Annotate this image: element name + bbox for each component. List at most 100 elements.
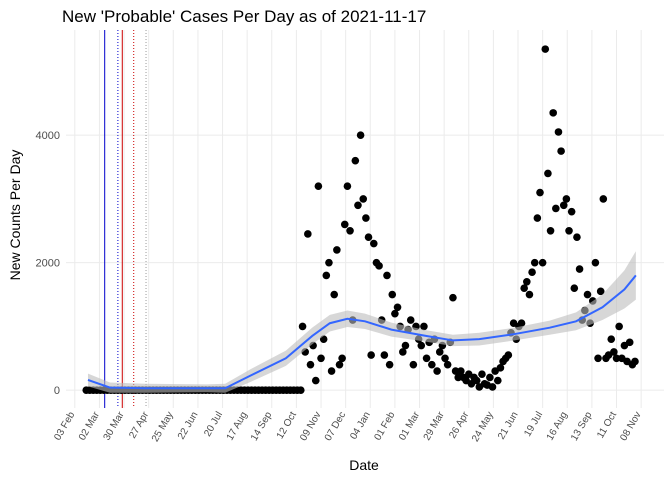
x-tick-label: 14 Sep xyxy=(249,410,275,443)
x-tick-label: 17 Aug xyxy=(225,410,250,442)
point xyxy=(525,290,534,299)
point xyxy=(596,287,605,296)
x-tick-label: 01 Mar xyxy=(397,409,422,442)
point xyxy=(486,373,494,382)
point xyxy=(625,338,634,347)
point xyxy=(583,290,592,299)
x-tick-label: 30 Mar xyxy=(102,409,127,442)
x-tick-label: 09 Nov xyxy=(298,410,323,443)
point xyxy=(428,360,436,369)
x-tick-label: 20 Jul xyxy=(202,410,225,439)
point xyxy=(327,367,336,375)
point xyxy=(399,348,407,356)
point xyxy=(631,357,639,366)
point xyxy=(517,319,526,328)
x-tick-label: 08 Nov xyxy=(618,410,643,443)
x-tick-label: 26 Apr xyxy=(447,409,471,440)
point xyxy=(304,230,312,238)
point xyxy=(409,360,418,369)
x-tick-label: 04 Jan xyxy=(348,410,373,442)
point xyxy=(362,214,370,222)
point xyxy=(538,258,547,267)
point xyxy=(417,341,426,350)
point xyxy=(594,354,602,363)
x-tick-label: 02 Mar xyxy=(77,409,102,442)
point xyxy=(451,367,460,375)
point xyxy=(391,309,399,318)
point xyxy=(457,367,465,375)
point xyxy=(441,354,449,363)
point xyxy=(340,220,349,229)
x-tick-label: 07 Dec xyxy=(323,410,348,443)
point xyxy=(567,207,576,216)
point xyxy=(533,214,542,222)
point xyxy=(338,354,346,363)
point xyxy=(433,367,441,375)
point xyxy=(297,386,305,394)
point xyxy=(612,354,621,363)
point xyxy=(504,351,513,359)
point xyxy=(530,258,539,267)
point xyxy=(335,360,344,369)
x-tick-label: 12 Oct xyxy=(275,410,299,441)
x-tick-label: 24 May xyxy=(470,410,496,444)
point xyxy=(599,195,608,203)
point xyxy=(422,354,431,363)
confidence-band xyxy=(87,251,636,393)
x-tick-label: 11 Oct xyxy=(595,410,619,441)
point xyxy=(351,156,360,165)
point xyxy=(549,109,557,117)
smooth-line xyxy=(87,274,637,390)
x-tick-label: 25 May xyxy=(150,410,176,444)
point xyxy=(570,284,579,292)
point xyxy=(575,265,584,273)
point xyxy=(573,233,581,241)
point xyxy=(546,226,555,235)
x-tick-label: 13 Sep xyxy=(569,410,595,443)
point xyxy=(554,128,563,136)
point xyxy=(322,271,331,280)
point xyxy=(520,284,528,292)
point xyxy=(420,322,428,331)
point xyxy=(406,316,415,324)
point xyxy=(496,364,505,372)
chart-title: New 'Probable' Cases Per Day as of 2021-… xyxy=(62,7,426,26)
y-tick-label: 4000 xyxy=(36,130,60,142)
point xyxy=(401,341,410,350)
point xyxy=(369,239,378,248)
point xyxy=(607,335,616,343)
x-tick-label: 27 Apr xyxy=(127,409,151,440)
point xyxy=(562,195,571,203)
point xyxy=(383,271,391,280)
point xyxy=(298,322,307,331)
point xyxy=(523,277,531,286)
y-tick-label: 2000 xyxy=(36,258,60,270)
point xyxy=(557,147,565,155)
point xyxy=(367,351,375,359)
point xyxy=(359,195,368,203)
point xyxy=(343,182,352,190)
point xyxy=(615,322,623,331)
point xyxy=(454,373,463,382)
point xyxy=(311,376,320,385)
point xyxy=(610,348,618,356)
point xyxy=(478,370,486,379)
x-tick-label: 29 Mar xyxy=(422,409,447,442)
point xyxy=(356,131,365,139)
point xyxy=(472,376,481,385)
x-tick-label: 21 Jun xyxy=(496,410,521,442)
point xyxy=(493,376,502,385)
point xyxy=(330,290,339,299)
point xyxy=(435,348,444,356)
point xyxy=(449,293,457,302)
point xyxy=(565,226,573,235)
point xyxy=(541,45,550,53)
point xyxy=(314,182,323,190)
point xyxy=(325,258,333,267)
y-tick-label: 0 xyxy=(54,385,60,397)
point xyxy=(306,360,315,369)
x-tick-label: 01 Feb xyxy=(372,410,397,443)
x-axis-title: Date xyxy=(349,457,379,473)
point xyxy=(333,246,341,254)
